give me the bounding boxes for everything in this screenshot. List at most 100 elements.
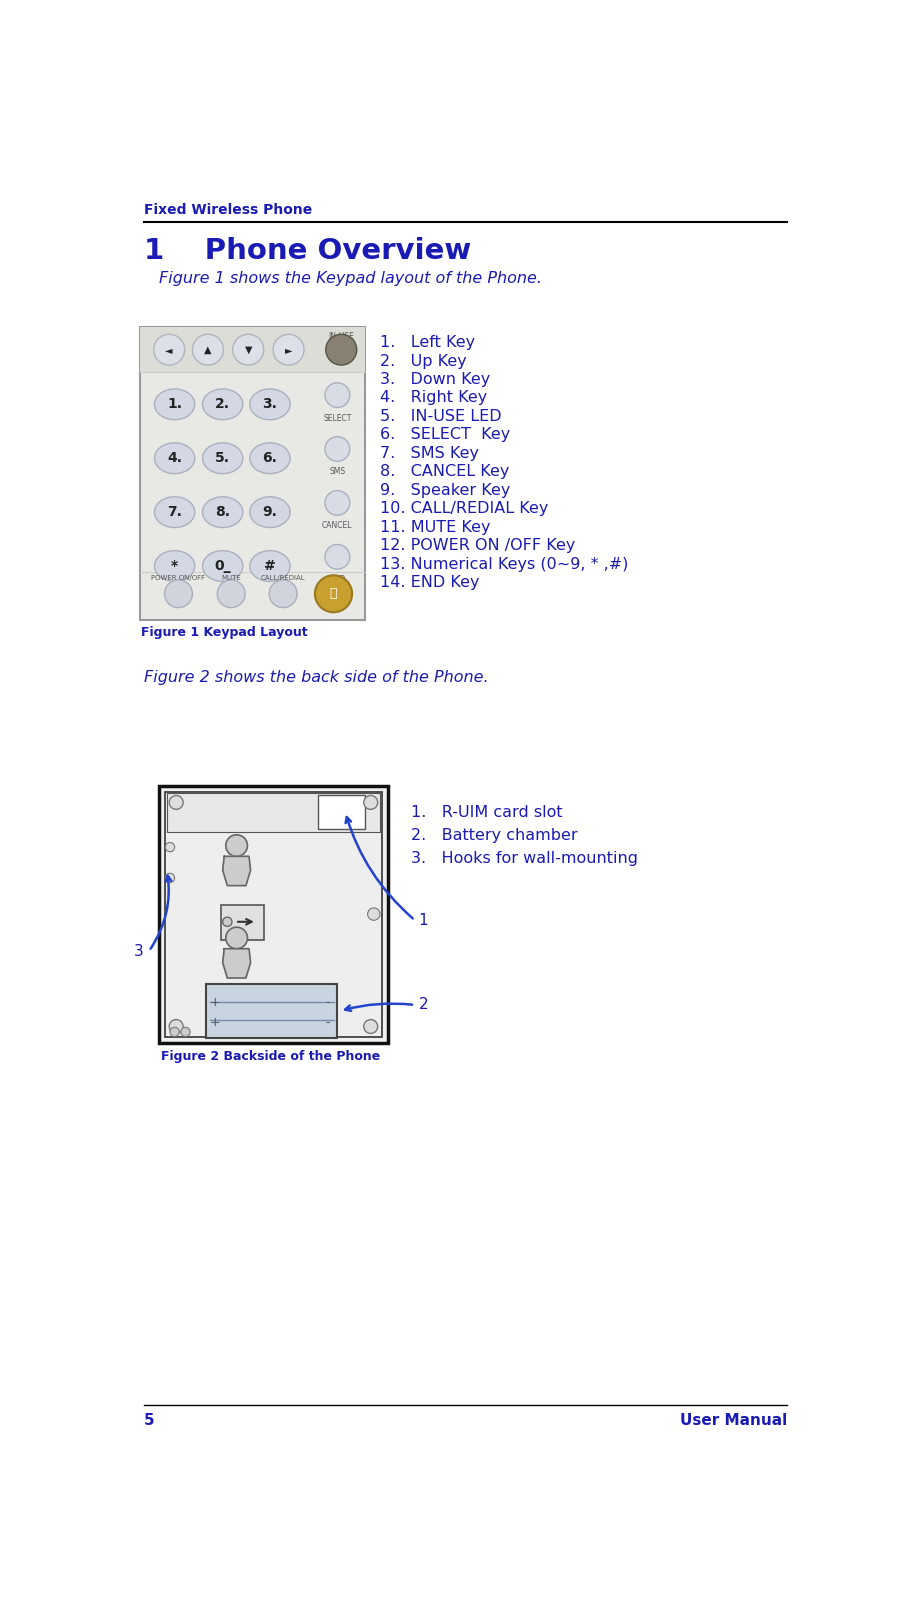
Circle shape	[170, 1027, 179, 1037]
Bar	[221, 905, 264, 939]
Ellipse shape	[154, 388, 195, 421]
Text: 1.   R-UIM card slot: 1. R-UIM card slot	[411, 804, 562, 820]
Text: Figure 1 shows the Keypad layout of the Phone.: Figure 1 shows the Keypad layout of the …	[159, 271, 542, 286]
Bar	[165, 791, 381, 1037]
Ellipse shape	[203, 443, 243, 473]
Circle shape	[315, 575, 352, 612]
Text: #: #	[264, 559, 276, 573]
Circle shape	[325, 382, 350, 408]
Text: 4.   Right Key: 4. Right Key	[380, 390, 487, 406]
Circle shape	[165, 843, 175, 852]
Circle shape	[368, 908, 380, 920]
Text: Fixed Wireless Phone: Fixed Wireless Phone	[143, 204, 312, 217]
Text: ▲: ▲	[205, 345, 212, 355]
Text: SMS: SMS	[329, 467, 345, 477]
Ellipse shape	[154, 498, 195, 528]
Text: ◄: ◄	[166, 345, 173, 355]
Text: *: *	[171, 559, 178, 573]
Bar	[140, 327, 365, 620]
Text: 1.: 1.	[167, 398, 182, 411]
Text: 2.   Battery chamber: 2. Battery chamber	[411, 828, 578, 843]
Bar	[159, 785, 387, 1043]
Text: 1: 1	[419, 913, 428, 928]
Circle shape	[223, 916, 232, 926]
Circle shape	[232, 334, 264, 364]
Text: 9.   Speaker Key: 9. Speaker Key	[380, 483, 510, 498]
Ellipse shape	[250, 498, 290, 528]
Ellipse shape	[203, 551, 243, 581]
Ellipse shape	[203, 498, 243, 528]
Text: MUTE: MUTE	[222, 575, 241, 581]
Text: 10. CALL/REDIAL Key: 10. CALL/REDIAL Key	[380, 501, 549, 517]
Text: 8.: 8.	[215, 506, 230, 518]
Ellipse shape	[250, 388, 290, 421]
Text: 8.   CANCEL Key: 8. CANCEL Key	[380, 464, 509, 480]
Text: 5.: 5.	[215, 451, 230, 465]
Text: POWER ON/OFF: POWER ON/OFF	[151, 575, 205, 581]
Text: 6.: 6.	[262, 451, 278, 465]
Circle shape	[325, 544, 350, 570]
Text: 2.   Up Key: 2. Up Key	[380, 353, 467, 369]
Circle shape	[325, 491, 350, 515]
Text: ►: ►	[285, 345, 292, 355]
Text: 5.   IN-USE LED: 5. IN-USE LED	[380, 409, 502, 424]
Circle shape	[181, 1027, 190, 1037]
Bar	[140, 327, 365, 372]
Circle shape	[169, 796, 183, 809]
Text: -: -	[326, 997, 331, 1010]
Text: 12. POWER ON /OFF Key: 12. POWER ON /OFF Key	[380, 538, 576, 554]
Text: 7.   SMS Key: 7. SMS Key	[380, 446, 479, 461]
Text: 3: 3	[134, 944, 143, 958]
Text: +: +	[210, 1016, 220, 1029]
Circle shape	[226, 835, 248, 857]
Bar	[318, 794, 365, 828]
Circle shape	[217, 579, 245, 608]
Circle shape	[154, 334, 185, 364]
Circle shape	[273, 334, 304, 364]
Text: CANCEL: CANCEL	[323, 522, 352, 530]
Text: Figure 2 Backside of the Phone: Figure 2 Backside of the Phone	[160, 1050, 380, 1063]
Text: 11. MUTE Key: 11. MUTE Key	[380, 520, 490, 534]
Text: Figure 1 Keypad Layout: Figure 1 Keypad Layout	[141, 626, 308, 639]
Circle shape	[169, 1019, 183, 1034]
Text: END: END	[329, 575, 346, 584]
Text: 9.: 9.	[262, 506, 278, 518]
Text: 4.: 4.	[167, 451, 182, 465]
Bar	[167, 793, 380, 831]
Circle shape	[364, 1019, 378, 1034]
Ellipse shape	[250, 443, 290, 473]
Ellipse shape	[154, 443, 195, 473]
Text: CALL/REDIAL: CALL/REDIAL	[260, 575, 305, 581]
Text: 2: 2	[419, 997, 428, 1013]
Text: +: +	[210, 997, 220, 1010]
Text: 🔊: 🔊	[330, 587, 337, 600]
Text: 5: 5	[143, 1412, 154, 1428]
Circle shape	[364, 796, 378, 809]
Text: Figure 2 shows the back side of the Phone.: Figure 2 shows the back side of the Phon…	[143, 669, 488, 685]
Circle shape	[193, 334, 223, 364]
Text: 3.   Down Key: 3. Down Key	[380, 372, 490, 387]
Text: 2.: 2.	[215, 398, 230, 411]
Text: 13. Numerical Keys (0~9, * ,#): 13. Numerical Keys (0~9, * ,#)	[380, 557, 628, 571]
Text: ▼: ▼	[244, 345, 252, 355]
Text: SELECT: SELECT	[323, 414, 351, 422]
Circle shape	[226, 928, 248, 949]
Polygon shape	[223, 857, 250, 886]
Circle shape	[269, 579, 297, 608]
Circle shape	[165, 579, 193, 608]
Ellipse shape	[203, 388, 243, 421]
Polygon shape	[223, 949, 250, 977]
Text: -: -	[326, 1016, 331, 1029]
Text: 3.   Hooks for wall-mounting: 3. Hooks for wall-mounting	[411, 851, 638, 867]
Text: 1    Phone Overview: 1 Phone Overview	[143, 238, 471, 265]
Text: 3.: 3.	[262, 398, 278, 411]
Bar	[205, 984, 337, 1038]
Ellipse shape	[250, 551, 290, 581]
Circle shape	[165, 873, 175, 883]
Text: 6.   SELECT  Key: 6. SELECT Key	[380, 427, 510, 443]
Text: 14. END Key: 14. END Key	[380, 575, 479, 591]
Text: User Manual: User Manual	[679, 1412, 787, 1428]
Text: 0_: 0_	[214, 559, 231, 573]
Ellipse shape	[154, 551, 195, 581]
Text: 7.: 7.	[168, 506, 182, 518]
